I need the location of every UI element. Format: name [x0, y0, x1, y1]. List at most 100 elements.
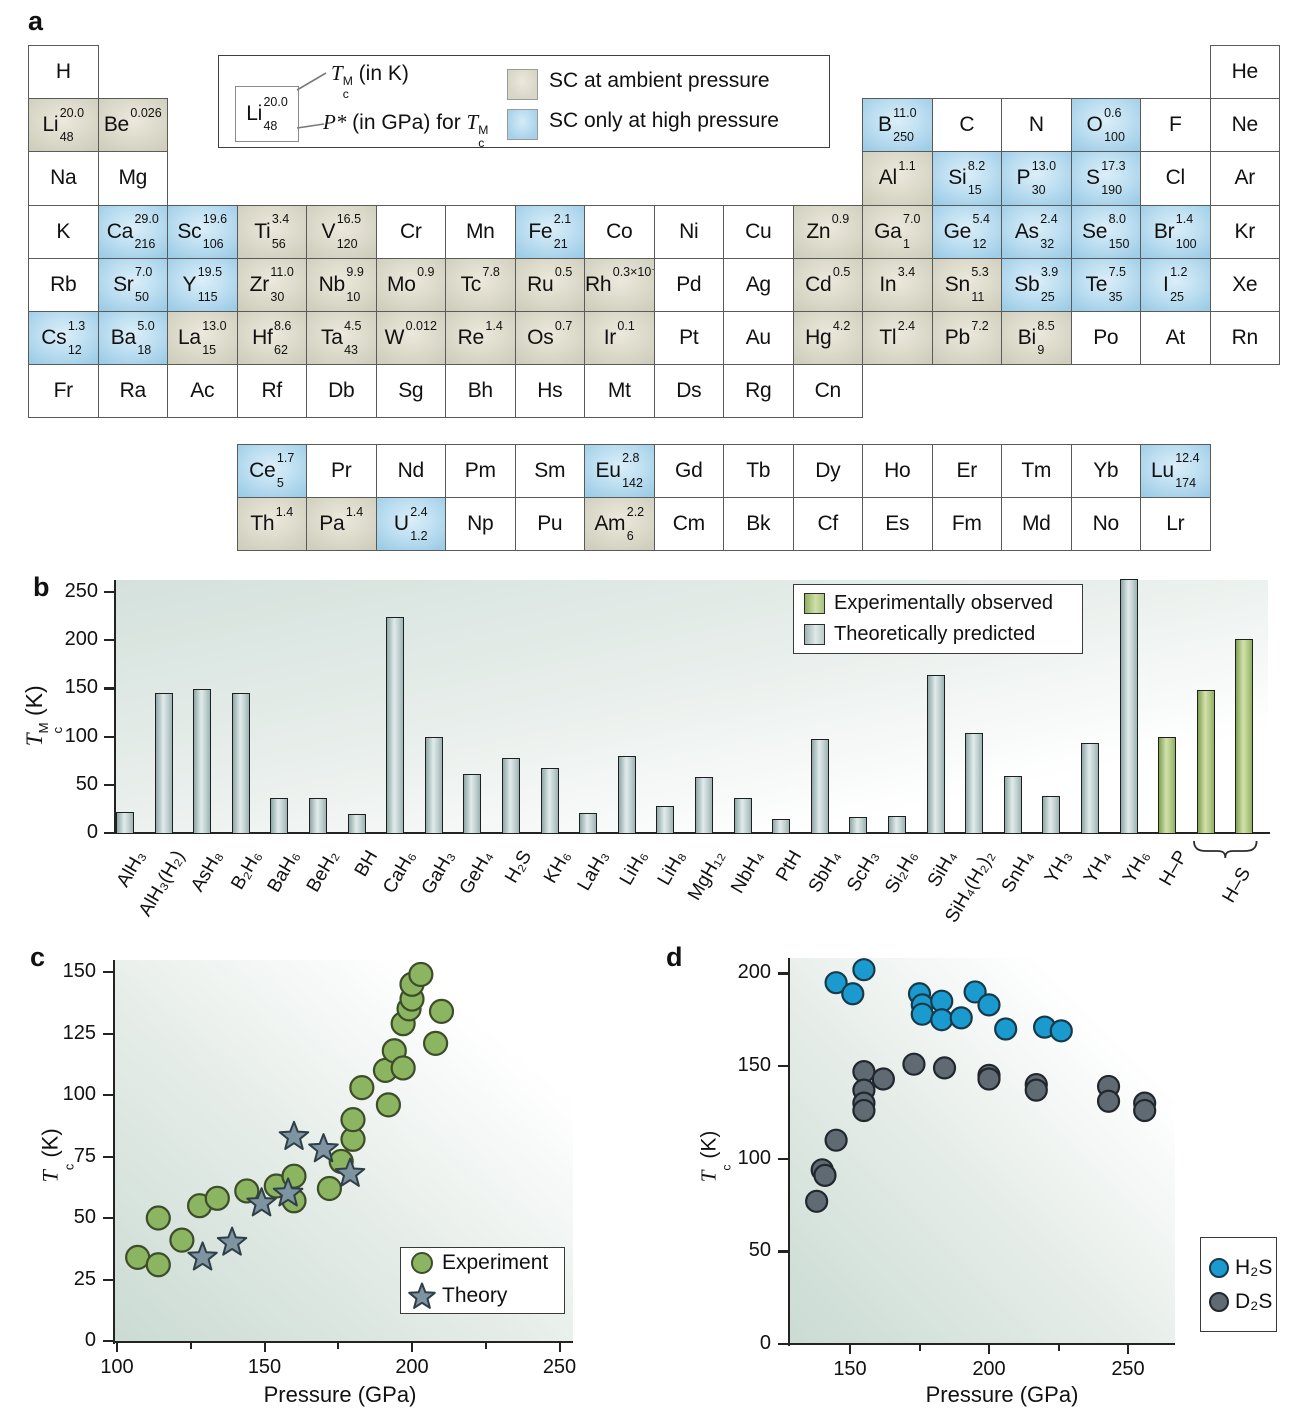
element-cell-U: U 2.4 1.2	[375, 497, 446, 552]
element-tc: 0.9	[417, 265, 435, 280]
x-axis-line	[112, 1341, 573, 1344]
element-cell-Pa: Pa 1.4	[306, 497, 377, 552]
element-cell-V: V 16.5 120	[306, 204, 377, 259]
element-symbol: Nb	[318, 272, 346, 296]
element-cell-Si: Si 8.2 15	[931, 151, 1002, 206]
element-pstar: 30	[270, 289, 285, 304]
y-tick-label: 100	[64, 724, 98, 747]
element-cell-Ta: Ta 4.5 43	[306, 311, 377, 366]
element-cell-Pu: Pu	[514, 497, 585, 552]
element-symbol: Rf	[261, 379, 283, 403]
element-symbol: Ce	[249, 458, 276, 482]
element-symbol: As	[1014, 219, 1039, 243]
bar-Si₂H₆	[888, 815, 906, 833]
element-tc: 13.0	[202, 318, 227, 333]
element-symbol: Ir	[603, 326, 617, 350]
element-values: 7.8	[483, 266, 500, 303]
element-cell-Tb: Tb	[723, 443, 794, 498]
element-symbol: Zn	[806, 219, 831, 243]
D₂S-point	[824, 1128, 848, 1152]
element-cell-Ce: Ce 1.7 5	[236, 443, 307, 498]
element-cell-Cm: Cm	[653, 497, 724, 552]
element-symbol: F	[1168, 113, 1182, 137]
panel-b-label: b	[33, 572, 50, 602]
x-tick	[988, 1345, 991, 1354]
element-symbol: Li	[42, 113, 59, 137]
element-pstar: 216	[134, 236, 156, 251]
element-symbol: Si	[948, 166, 967, 190]
element-symbol: Br	[1153, 219, 1175, 243]
element-pstar: 15	[967, 183, 982, 198]
element-values: 1.3 12	[68, 320, 85, 357]
high-pressure-swatch	[507, 109, 538, 140]
element-symbol: Ne	[1231, 113, 1259, 137]
element-tc: 1.4	[275, 504, 294, 519]
theory-marker	[407, 1281, 437, 1311]
element-cell-Al: Al 1.1	[862, 151, 933, 206]
element-values: 16.5 120	[337, 213, 361, 250]
element-tc: 8.5	[1037, 318, 1055, 333]
bar-AsH₈	[193, 689, 212, 833]
element-values: 2.2 6	[627, 506, 644, 543]
element-tc: 2.8	[622, 451, 640, 466]
element-tc: 29.0	[134, 212, 159, 227]
element-cell-Am: Am 2.2 6	[584, 497, 655, 552]
y-tick-label: 150	[737, 1054, 771, 1077]
element-cell-Hf: Hf 8.6 62	[236, 311, 307, 366]
element-values: 1.1	[898, 160, 915, 197]
element-cell-Br: Br 1.4 100	[1140, 204, 1211, 259]
element-symbol: Hg	[805, 326, 832, 350]
element-cell-Db: Db	[306, 364, 377, 419]
element-values: 1.4	[276, 506, 293, 543]
scatter-c-x-axis-title: Pressure (GPa)	[263, 1382, 417, 1407]
Experiment-point	[428, 998, 455, 1024]
element-cell-Kr: Kr	[1209, 204, 1280, 259]
element-symbol: Tb	[746, 458, 771, 482]
element-values: 17.3 190	[1101, 160, 1125, 197]
element-tc: 20.0	[59, 105, 85, 120]
element-cell-Hs: Hs	[514, 364, 585, 419]
element-symbol: O	[1086, 113, 1103, 137]
element-tc: 12.4	[1175, 451, 1200, 466]
element-values: 1.4	[346, 506, 363, 543]
element-symbol: H	[55, 60, 71, 84]
element-cell-Ga: Ga 7.0 1	[862, 204, 933, 259]
y-tick	[104, 783, 114, 786]
element-symbol: Eu	[595, 458, 621, 482]
legend-connector-lines	[296, 72, 327, 129]
y-tick	[778, 1343, 788, 1346]
element-symbol: Bi	[1017, 326, 1036, 350]
bar-H₂S	[502, 757, 520, 833]
element-pstar: 18	[137, 343, 152, 358]
element-values: 1.7 5	[277, 452, 294, 489]
element-symbol: Rh	[585, 272, 612, 296]
element-values: 8.2 15	[968, 160, 985, 197]
element-cell-Sr: Sr 7.0 50	[97, 257, 168, 312]
bar-hs28	[1196, 690, 1215, 833]
panel-a-label: a	[28, 6, 44, 36]
element-symbol: Cf	[817, 512, 839, 536]
y-tick-label: 50	[75, 772, 98, 795]
element-tc: 2.4	[1040, 212, 1058, 227]
element-cell-Xe: Xe	[1209, 257, 1280, 312]
element-cell-Ti: Ti 3.4 56	[236, 204, 307, 259]
y-tick-label: 0	[86, 821, 98, 843]
y-axis-line	[112, 960, 115, 1344]
D₂S-point	[1024, 1078, 1048, 1102]
element-symbol: Bh	[467, 379, 493, 403]
element-cell-Cr: Cr	[375, 204, 446, 259]
element-symbol: Zr	[249, 272, 270, 296]
element-cell-Tm: Tm	[1001, 443, 1072, 498]
element-symbol: Es	[885, 512, 910, 536]
element-values: 1.2 25	[1170, 266, 1187, 303]
element-tc: 0.012	[405, 318, 437, 333]
element-pstar: 1	[903, 236, 910, 251]
element-values: 20.0 48	[60, 107, 84, 144]
Experiment-point	[375, 1092, 401, 1118]
bar-GeH₄	[463, 774, 482, 833]
element-values: 7.0 50	[135, 266, 152, 303]
